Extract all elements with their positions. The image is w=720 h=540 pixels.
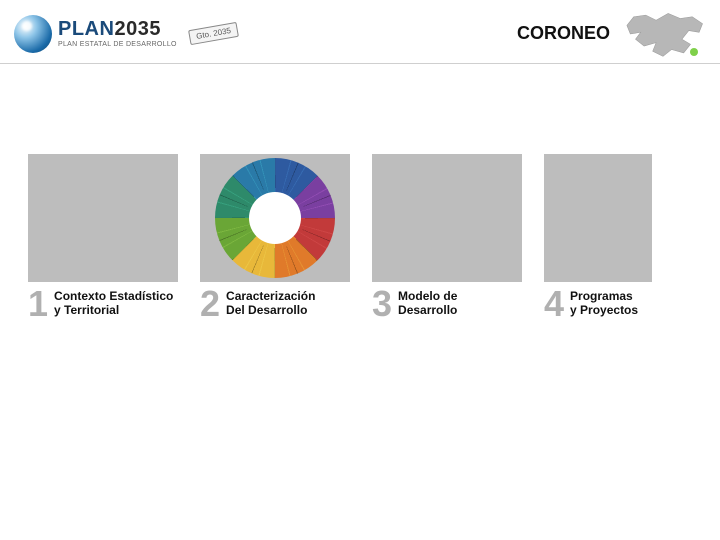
card-title-line1: Caracterización xyxy=(226,290,315,304)
card-title-line1: Programas xyxy=(570,290,638,304)
cards-row: 1Contexto Estadísticoy Territorial2Carac… xyxy=(28,154,700,322)
nav-card-1[interactable]: 1Contexto Estadísticoy Territorial xyxy=(28,154,178,322)
card-title: Programasy Proyectos xyxy=(570,290,638,318)
radial-core xyxy=(249,192,301,244)
card-title-line2: Del Desarrollo xyxy=(226,304,315,318)
radial-spokes-icon xyxy=(215,158,335,278)
card-title-line2: y Territorial xyxy=(54,304,173,318)
brand-line: PLAN2035 xyxy=(58,19,177,39)
card-thumbnail xyxy=(200,154,350,282)
nav-card-3[interactable]: 3Modelo deDesarrollo xyxy=(372,154,522,322)
card-number: 4 xyxy=(544,286,564,322)
card-title: Contexto Estadísticoy Territorial xyxy=(54,290,173,318)
card-title-line1: Modelo de xyxy=(398,290,457,304)
header-right: CORONEO xyxy=(517,8,706,60)
card-thumbnail xyxy=(544,154,652,282)
brand-sub: PLAN ESTATAL DE DESARROLLO xyxy=(58,41,177,48)
region-name: CORONEO xyxy=(517,23,610,44)
nav-card-2[interactable]: 2CaracterizaciónDel Desarrollo xyxy=(200,154,350,322)
logo-block: PLAN2035 PLAN ESTATAL DE DESARROLLO Gto.… xyxy=(14,15,238,53)
badge-stamp: Gto. 2035 xyxy=(188,22,239,45)
mini-map-icon xyxy=(620,8,706,60)
card-title: Modelo deDesarrollo xyxy=(398,290,457,318)
brand-year: 2035 xyxy=(114,18,161,40)
brand-text: PLAN2035 PLAN ESTATAL DE DESARROLLO xyxy=(58,19,177,48)
map-highlight-dot-icon xyxy=(690,48,698,56)
logo-sphere-icon xyxy=(14,15,52,53)
card-number: 3 xyxy=(372,286,392,322)
card-label-row: 1Contexto Estadísticoy Territorial xyxy=(28,286,173,322)
radial-chart-icon xyxy=(215,158,335,278)
card-title: CaracterizaciónDel Desarrollo xyxy=(226,290,315,318)
card-label-row: 2CaracterizaciónDel Desarrollo xyxy=(200,286,315,322)
content: 1Contexto Estadísticoy Territorial2Carac… xyxy=(0,64,720,540)
card-label-row: 4Programasy Proyectos xyxy=(544,286,638,322)
nav-card-4[interactable]: 4Programasy Proyectos xyxy=(544,154,652,322)
card-title-line1: Contexto Estadístico xyxy=(54,290,173,304)
card-title-line2: Desarrollo xyxy=(398,304,457,318)
brand-plan: PLAN xyxy=(58,18,114,40)
header: PLAN2035 PLAN ESTATAL DE DESARROLLO Gto.… xyxy=(0,0,720,64)
card-label-row: 3Modelo deDesarrollo xyxy=(372,286,457,322)
card-thumbnail xyxy=(28,154,178,282)
card-number: 1 xyxy=(28,286,48,322)
card-title-line2: y Proyectos xyxy=(570,304,638,318)
card-thumbnail xyxy=(372,154,522,282)
card-number: 2 xyxy=(200,286,220,322)
